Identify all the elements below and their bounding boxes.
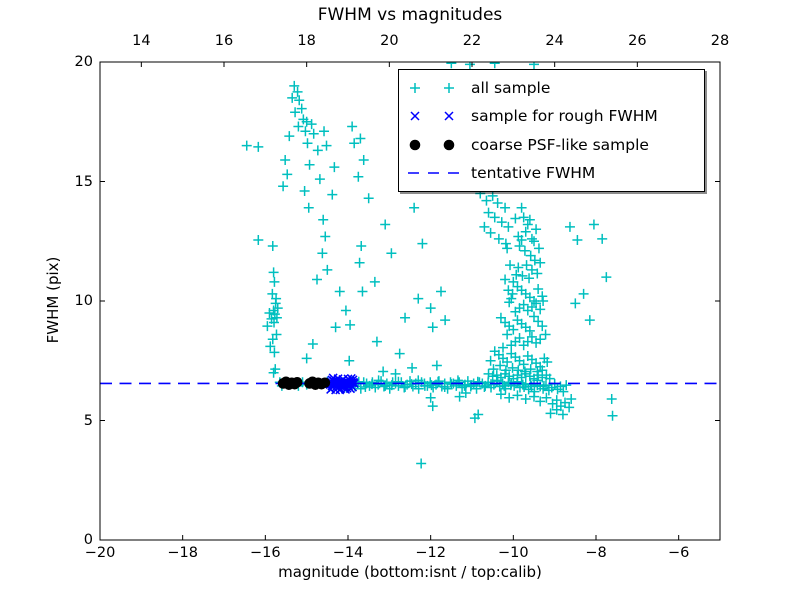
x-tick-bottom: −16 [250,545,281,561]
x-tick-bottom: −8 [585,545,607,561]
x-tick-bottom: −12 [415,545,446,561]
legend-marker-x-icon [410,111,454,121]
x-tick-top: 22 [462,33,482,49]
y-tick: 20 [74,54,93,70]
x-tick-top: 14 [132,33,151,49]
legend-label: sample for rough FWHM [471,107,658,126]
y-tick: 0 [83,532,93,548]
x-tick-top: 28 [710,33,730,49]
y-tick: 5 [83,412,93,429]
legend-label: coarse PSF-like sample [471,135,649,154]
data-layer [100,62,720,469]
legend-entry: coarse PSF-like sample [405,132,698,158]
x-tick-top: 16 [214,33,234,49]
series-coarse-PSF-like-sample [277,376,331,390]
legend-marker-plus-icon [410,83,454,94]
x-tick-bottom: −6 [667,545,690,561]
y-axis-label: FWHM (pix) [44,256,62,344]
legend-entry: sample for rough FWHM [405,103,698,129]
legend-label: all sample [471,79,551,98]
legend-label: tentative FWHM [471,163,596,182]
y-tick: 10 [74,293,93,309]
x-tick-top: 26 [628,33,647,49]
x-tick-bottom: −14 [332,545,364,561]
legend-entry: tentative FWHM [405,160,698,186]
x-tick-top: 18 [297,33,316,49]
legend: all sample sample for rough FWHM coarse PS… [398,69,705,192]
legend-entry: all sample [405,75,698,101]
chart-title: FWHM vs magnitudes [317,5,503,25]
axes-frame [99,61,721,541]
x-axis-label: magnitude (bottom:isnt / top:calib) [278,563,542,581]
x-tick-top: 20 [380,33,399,49]
x-tick-bottom: −10 [498,545,529,561]
series-all-sample [241,62,618,469]
legend-marker-dot-icon [409,139,455,150]
x-tick-bottom: −18 [167,545,198,561]
x-tick-bottom: −20 [84,545,116,561]
y-tick: 15 [74,173,93,190]
legend-marker-dash-icon [408,172,459,174]
x-tick-top: 24 [545,33,564,49]
